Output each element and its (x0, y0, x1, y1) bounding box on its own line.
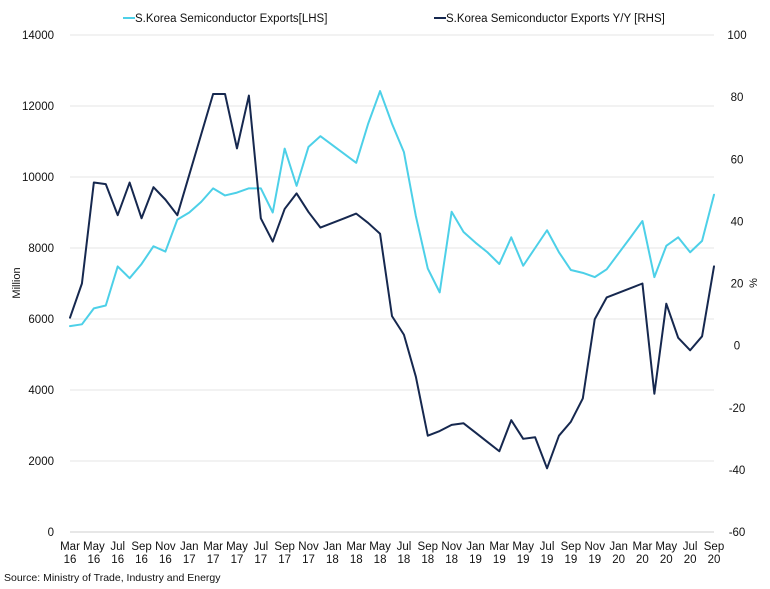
x-tick-label-year: 19 (564, 554, 577, 566)
series-lines (69, 90, 715, 470)
x-tick-label-year: 16 (135, 554, 148, 566)
x-tick-label-month: Mar (633, 541, 653, 553)
y-left-tick-label: 12000 (22, 101, 54, 113)
x-tick-label-month: Jan (180, 541, 199, 553)
right-axis-title: % (748, 278, 760, 288)
legend-label-exports-yoy: S.Korea Semiconductor Exports Y/Y [RHS] (446, 13, 665, 25)
y-right-tick-label: -40 (729, 465, 746, 477)
x-tick-label-year: 17 (231, 554, 244, 566)
x-tick-label-month: May (83, 541, 105, 553)
x-tick-label-month: Sep (131, 541, 151, 553)
x-tick-label-year: 18 (374, 554, 387, 566)
x-tick-label-year: 18 (421, 554, 434, 566)
x-tick-label-year: 17 (254, 554, 267, 566)
x-tick-label-year: 20 (636, 554, 649, 566)
axes: 0 2000 4000 6000 8000 10000 12000 14000 -60 -40 -2… (22, 30, 747, 566)
x-tick-label-year: 19 (517, 554, 530, 566)
x-tick-label-month: Sep (274, 541, 294, 553)
y-right-tick-label: 60 (731, 154, 744, 166)
x-tick-label-month: Jul (253, 541, 268, 553)
x-tick-label-month: Jan (609, 541, 628, 553)
y-left-tick-label: 6000 (28, 314, 54, 326)
source-note: Source: Ministry of Trade, Industry and … (4, 572, 221, 584)
x-tick-label-year: 18 (445, 554, 458, 566)
x-tick-label-year: 17 (278, 554, 291, 566)
x-tick-label-year: 16 (87, 554, 100, 566)
x-tick-label-month: Jan (466, 541, 485, 553)
x-tick-label-year: 19 (588, 554, 601, 566)
y-left-tick-label: 10000 (22, 172, 54, 184)
x-tick-label-year: 17 (207, 554, 220, 566)
series-line-exports-yoy (69, 93, 715, 470)
x-tick-label-year: 17 (183, 554, 196, 566)
x-tick-label-year: 19 (469, 554, 482, 566)
x-tick-label-month: Sep (561, 541, 581, 553)
x-tick-label-month: May (512, 541, 534, 553)
y-right-tick-label: 0 (734, 341, 740, 353)
legend: S.Korea Semiconductor Exports[LHS] S.Kor… (123, 13, 665, 25)
x-tick-label-month: Mar (203, 541, 223, 553)
x-tick-label-month: May (369, 541, 391, 553)
x-tick-label-month: Nov (441, 541, 462, 553)
x-tick-label-month: Mar (60, 541, 80, 553)
gridlines (70, 34, 714, 533)
y-right-tick-label: 20 (731, 279, 744, 291)
y-left-tick-label: 8000 (28, 243, 54, 255)
x-tick-label-month: Jul (683, 541, 698, 553)
y-left-tick-label: 0 (48, 527, 54, 539)
left-axis-title: Million (11, 267, 23, 298)
y-right-tick-label: -60 (729, 527, 746, 539)
x-tick-label-month: Jul (110, 541, 125, 553)
x-tick-label-month: May (226, 541, 248, 553)
y-left-tick-label: 14000 (22, 30, 54, 42)
x-tick-label-year: 16 (64, 554, 77, 566)
x-tick-label-month: Sep (418, 541, 438, 553)
x-tick-label-year: 16 (159, 554, 172, 566)
x-tick-label-year: 16 (111, 554, 124, 566)
x-tick-label-month: Mar (489, 541, 509, 553)
x-tick-label-month: Nov (298, 541, 319, 553)
x-tick-label-year: 20 (660, 554, 673, 566)
series-line-exports (69, 90, 715, 328)
x-tick-label-year: 20 (612, 554, 625, 566)
legend-label-exports: S.Korea Semiconductor Exports[LHS] (135, 13, 327, 25)
x-tick-label-month: Sep (704, 541, 724, 553)
x-tick-label-year: 18 (326, 554, 339, 566)
x-tick-label-year: 18 (398, 554, 411, 566)
y-right-tick-label: 80 (731, 92, 744, 104)
y-right-tick-label: 100 (727, 30, 746, 42)
x-tick-label-month: Jan (323, 541, 342, 553)
y-right-tick-label: -20 (729, 403, 746, 415)
x-tick-label-month: Nov (585, 541, 606, 553)
y-left-tick-label: 2000 (28, 456, 54, 468)
x-tick-label-year: 20 (684, 554, 697, 566)
x-tick-label-month: Nov (155, 541, 176, 553)
x-tick-label-year: 20 (708, 554, 721, 566)
x-tick-label-month: Jul (397, 541, 412, 553)
y-right-tick-label: 40 (731, 216, 744, 228)
x-tick-label-year: 19 (541, 554, 554, 566)
x-tick-label-month: Jul (540, 541, 555, 553)
x-tick-label-month: May (655, 541, 677, 553)
x-tick-label-year: 17 (302, 554, 315, 566)
y-left-tick-label: 4000 (28, 385, 54, 397)
x-tick-label-month: Mar (346, 541, 366, 553)
x-tick-label-year: 19 (493, 554, 506, 566)
x-tick-label-year: 18 (350, 554, 363, 566)
